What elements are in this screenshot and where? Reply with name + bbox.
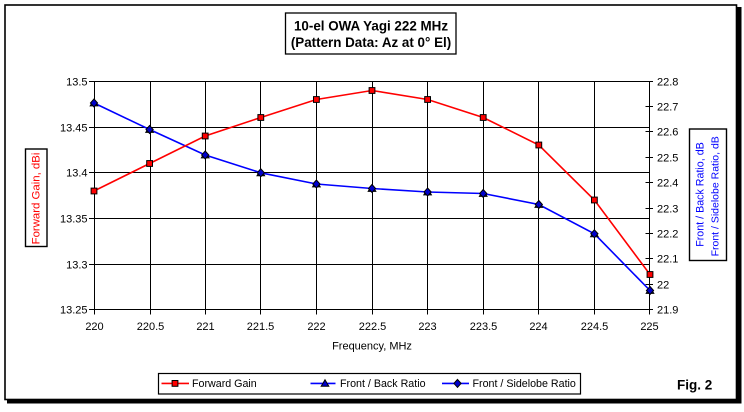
svg-text:22.8: 22.8	[657, 76, 678, 88]
svg-text:220: 220	[85, 321, 103, 333]
svg-text:13.4: 13.4	[66, 167, 87, 179]
svg-text:223.5: 223.5	[470, 321, 498, 333]
svg-text:13.35: 13.35	[60, 213, 88, 225]
svg-text:224: 224	[529, 321, 547, 333]
svg-text:13.5: 13.5	[66, 76, 87, 88]
svg-text:225: 225	[640, 321, 658, 333]
svg-text:Forward Gain, dBi: Forward Gain, dBi	[30, 153, 42, 245]
svg-text:Frequency, MHz: Frequency, MHz	[332, 341, 412, 353]
svg-text:Fig. 2: Fig. 2	[677, 378, 712, 393]
svg-text:Front / Back Ratio, dB: Front / Back Ratio, dB	[695, 142, 707, 247]
svg-text:221.5: 221.5	[247, 321, 275, 333]
svg-text:10-el OWA Yagi 222 MHz: 10-el OWA Yagi 222 MHz	[294, 19, 448, 34]
svg-text:(Pattern Data: Az at 0° El): (Pattern Data: Az at 0° El)	[291, 35, 451, 50]
svg-text:22.5: 22.5	[657, 152, 678, 164]
svg-text:13.45: 13.45	[60, 122, 88, 134]
svg-text:221: 221	[196, 321, 214, 333]
svg-text:13.25: 13.25	[60, 304, 88, 316]
svg-text:Forward Gain: Forward Gain	[192, 378, 257, 390]
svg-text:Front / Sidelobe Ratio, dB: Front / Sidelobe Ratio, dB	[710, 136, 722, 256]
svg-text:220.5: 220.5	[137, 321, 165, 333]
svg-text:22.7: 22.7	[657, 101, 678, 113]
svg-text:22.3: 22.3	[657, 203, 678, 215]
svg-text:223: 223	[418, 321, 436, 333]
svg-text:22.1: 22.1	[657, 253, 678, 265]
svg-text:222.5: 222.5	[359, 321, 387, 333]
svg-text:224.5: 224.5	[581, 321, 609, 333]
svg-text:13.3: 13.3	[66, 259, 87, 271]
svg-text:Front / Back Ratio: Front / Back Ratio	[340, 378, 426, 390]
svg-text:22.6: 22.6	[657, 126, 678, 138]
svg-text:22: 22	[657, 279, 669, 291]
svg-text:22.2: 22.2	[657, 228, 678, 240]
svg-text:22.4: 22.4	[657, 177, 678, 189]
svg-text:222: 222	[307, 321, 325, 333]
svg-text:Front / Sidelobe Ratio: Front / Sidelobe Ratio	[473, 378, 576, 390]
svg-text:21.9: 21.9	[657, 304, 678, 316]
